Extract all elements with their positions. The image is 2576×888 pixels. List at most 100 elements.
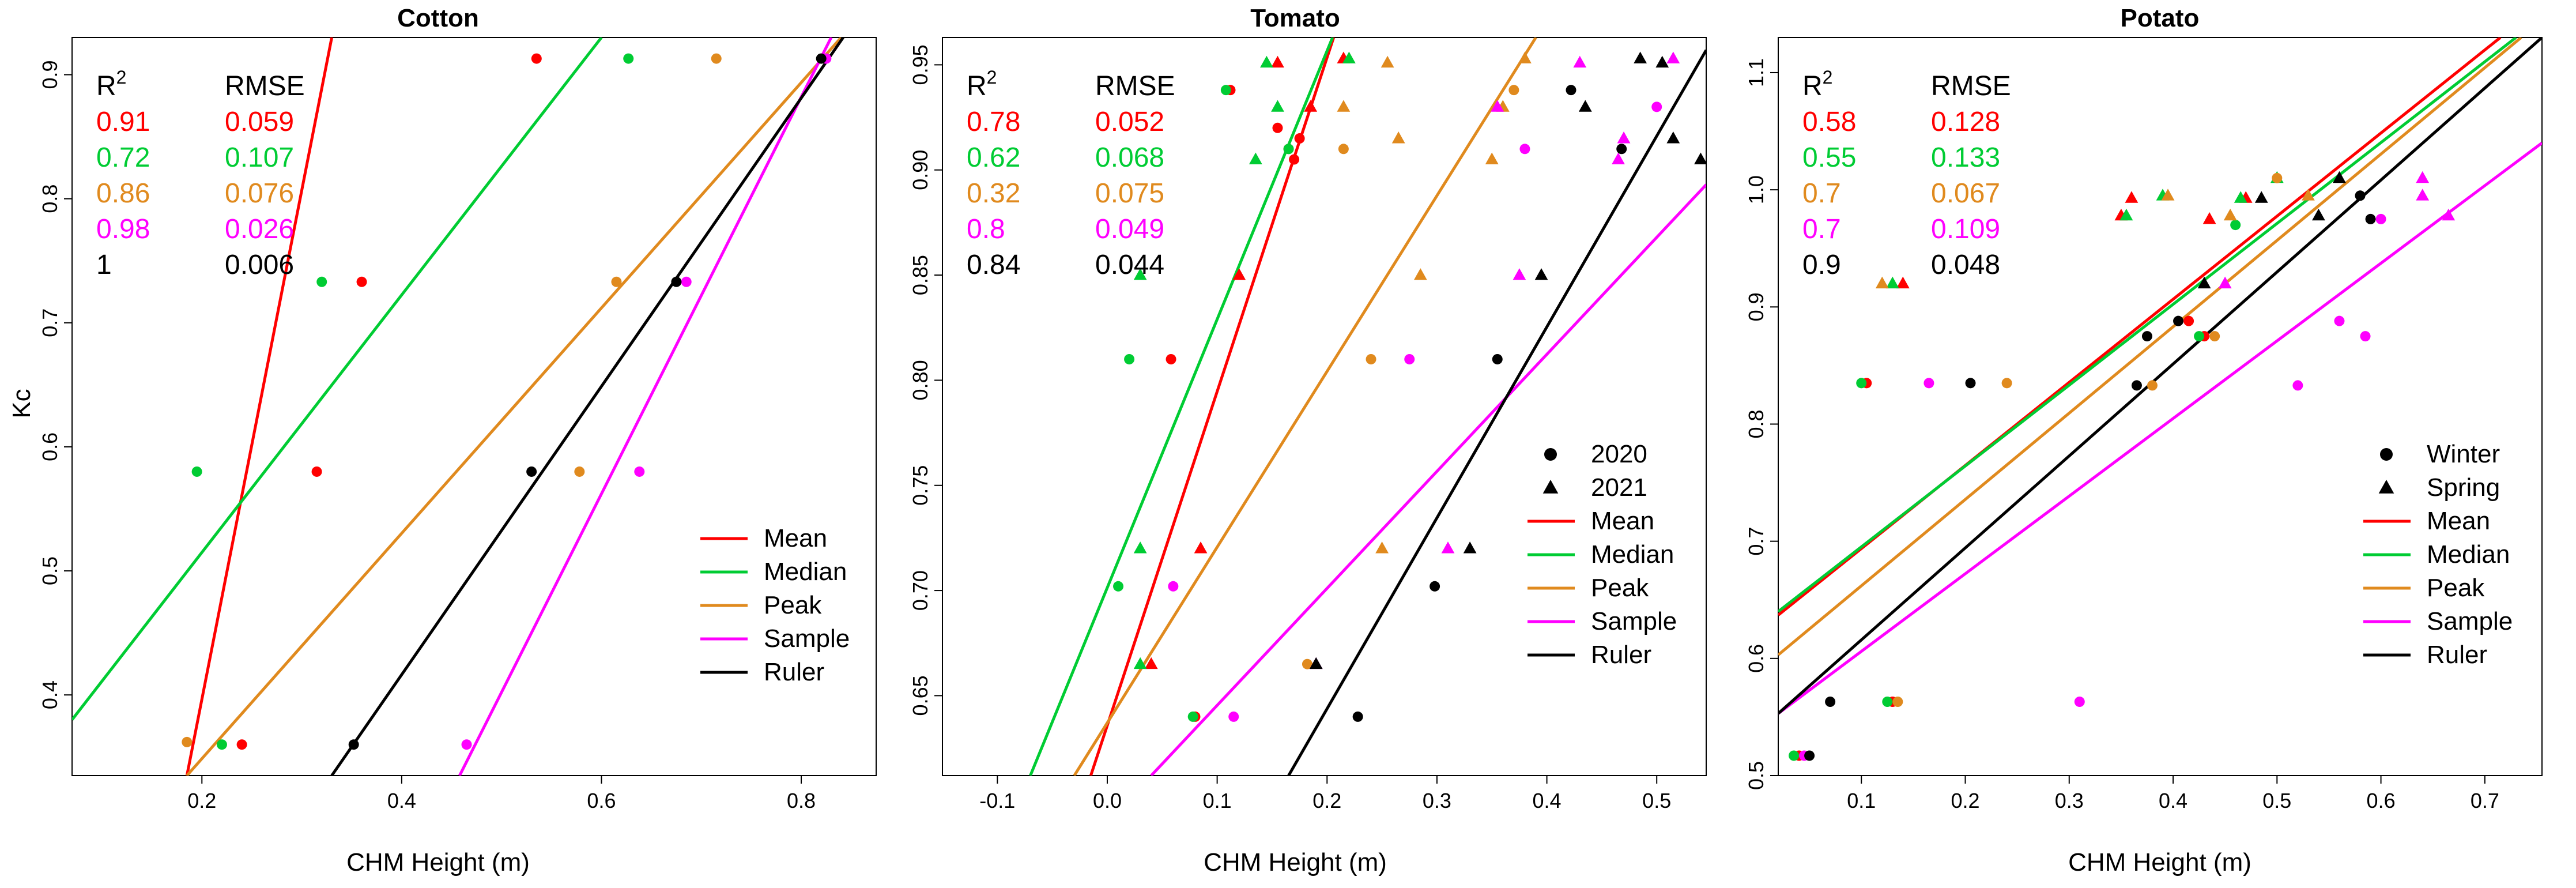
x-axis-label: CHM Height (m) xyxy=(346,848,530,876)
r2-value-sample: 0.98 xyxy=(96,214,150,244)
point-ruler xyxy=(2365,213,2376,224)
point-median xyxy=(216,739,227,750)
plot-area xyxy=(1778,37,2542,761)
point-sample xyxy=(1573,55,1587,68)
fit-line-sample xyxy=(1150,183,1706,776)
x-tick-label: 0.2 xyxy=(1312,789,1341,812)
r2-value-median: 0.55 xyxy=(1802,142,1856,173)
legend-marker-triangle xyxy=(2378,480,2394,494)
point-median xyxy=(1260,55,1273,68)
point-ruler xyxy=(816,53,827,64)
point-mean xyxy=(1289,154,1300,165)
rmse-value-mean: 0.059 xyxy=(225,107,294,137)
point-peak xyxy=(1875,276,1889,289)
point-median xyxy=(1124,353,1135,364)
point-mean xyxy=(236,739,247,750)
y-tick-label: 1.0 xyxy=(1744,175,1768,204)
x-tick-label: 0.2 xyxy=(1951,789,1979,812)
r2-value-ruler: 1 xyxy=(96,250,112,280)
point-median xyxy=(623,53,634,64)
point-median xyxy=(1133,268,1147,280)
point-sample xyxy=(2360,331,2371,342)
panel-title: Potato xyxy=(2121,4,2200,32)
panel-potato: Potato CHM Height (m) xyxy=(2068,4,2251,876)
fit-line-peak xyxy=(1073,37,1537,776)
y-tick-label: 0.85 xyxy=(908,255,932,295)
point-ruler xyxy=(2312,208,2325,221)
x-tick-label: 0.5 xyxy=(2262,789,2291,812)
fit-line-sample xyxy=(458,37,833,776)
point-peak xyxy=(1508,85,1519,96)
x-tick-label: 0.8 xyxy=(787,789,816,812)
point-mean xyxy=(311,466,322,477)
fit-line-ruler xyxy=(1287,49,1706,776)
point-sample xyxy=(1513,268,1526,280)
point-sample xyxy=(1519,144,1530,155)
point-sample xyxy=(1441,541,1455,554)
rmse-value-median: 0.107 xyxy=(225,142,294,173)
point-ruler xyxy=(671,276,682,287)
point-peak xyxy=(1338,144,1349,155)
point-median xyxy=(1856,378,1867,389)
point-sample xyxy=(2218,276,2232,289)
legend-label-peak: Peak xyxy=(2427,574,2485,602)
point-sample xyxy=(1491,100,1504,112)
point-mean xyxy=(531,53,542,64)
rmse-value-peak: 0.067 xyxy=(1931,178,2000,209)
point-sample xyxy=(1666,51,1680,63)
point-mean xyxy=(1272,122,1283,133)
point-mean xyxy=(1271,55,1284,68)
point-median xyxy=(2194,331,2205,342)
plot-potato: 0.1 0.2 0.3 0.4 0.5 0.6 0.7 0.5 0.6 0.7 0.8 0.9 1.0 1… xyxy=(1744,37,2543,812)
point-ruler xyxy=(1616,144,1627,155)
legend-label: Winter xyxy=(2427,440,2500,468)
legend-label-sample: Sample xyxy=(764,624,850,653)
point-mean xyxy=(1896,276,1910,289)
legend-label-ruler: Ruler xyxy=(764,658,824,686)
y-tick-label: 0.8 xyxy=(38,185,62,213)
y-tick-label: 0.80 xyxy=(908,360,932,400)
x-tick-label: 0.1 xyxy=(1847,789,1876,812)
point-ruler xyxy=(348,739,359,750)
point-median xyxy=(191,466,202,477)
r2-header: R2 xyxy=(967,67,997,101)
point-peak xyxy=(1518,51,1532,63)
x-tick-label: 0.6 xyxy=(587,789,616,812)
point-peak xyxy=(2001,378,2012,389)
point-peak xyxy=(1381,55,1394,68)
y-tick-label: 0.5 xyxy=(1744,761,1768,790)
fit-line-mean xyxy=(185,37,334,776)
panel-cotton: Cotton CHM Height (m) xyxy=(346,4,530,876)
point-peak xyxy=(1485,152,1499,164)
rmse-header: RMSE xyxy=(1931,71,2011,101)
x-tick-label: 0.4 xyxy=(1533,789,1562,812)
legend: 2020 2021 Mean Median Peak Sample Ruler xyxy=(1528,440,1677,669)
point-mean xyxy=(1194,541,1208,554)
point-median xyxy=(2119,208,2133,221)
r2-value-peak: 0.7 xyxy=(1802,178,1841,209)
point-mean xyxy=(2125,191,2139,203)
point-sample xyxy=(461,739,472,750)
point-peak xyxy=(1892,697,1903,707)
point-median xyxy=(316,276,327,287)
point-mean xyxy=(1304,100,1318,112)
y-tick-label: 0.65 xyxy=(908,675,932,716)
point-peak xyxy=(574,466,585,477)
r2-value-median: 0.72 xyxy=(96,142,150,173)
y-tick-label: 0.8 xyxy=(1744,409,1768,438)
point-sample xyxy=(2334,315,2345,326)
legend-marker-circle xyxy=(1544,448,1557,461)
fit-line-ruler xyxy=(1778,37,2542,715)
fit-line-peak xyxy=(186,37,843,776)
point-sample xyxy=(1651,101,1662,112)
point-ruler xyxy=(2173,315,2184,326)
legend-label-median: Median xyxy=(2427,540,2510,569)
point-sample xyxy=(2292,380,2303,391)
x-tick-label: 0.4 xyxy=(387,789,416,812)
y-tick-label: 0.95 xyxy=(908,44,932,85)
point-median xyxy=(1789,750,1800,761)
x-tick-label: 0.6 xyxy=(2367,789,2396,812)
legend-label-median: Median xyxy=(764,558,847,586)
